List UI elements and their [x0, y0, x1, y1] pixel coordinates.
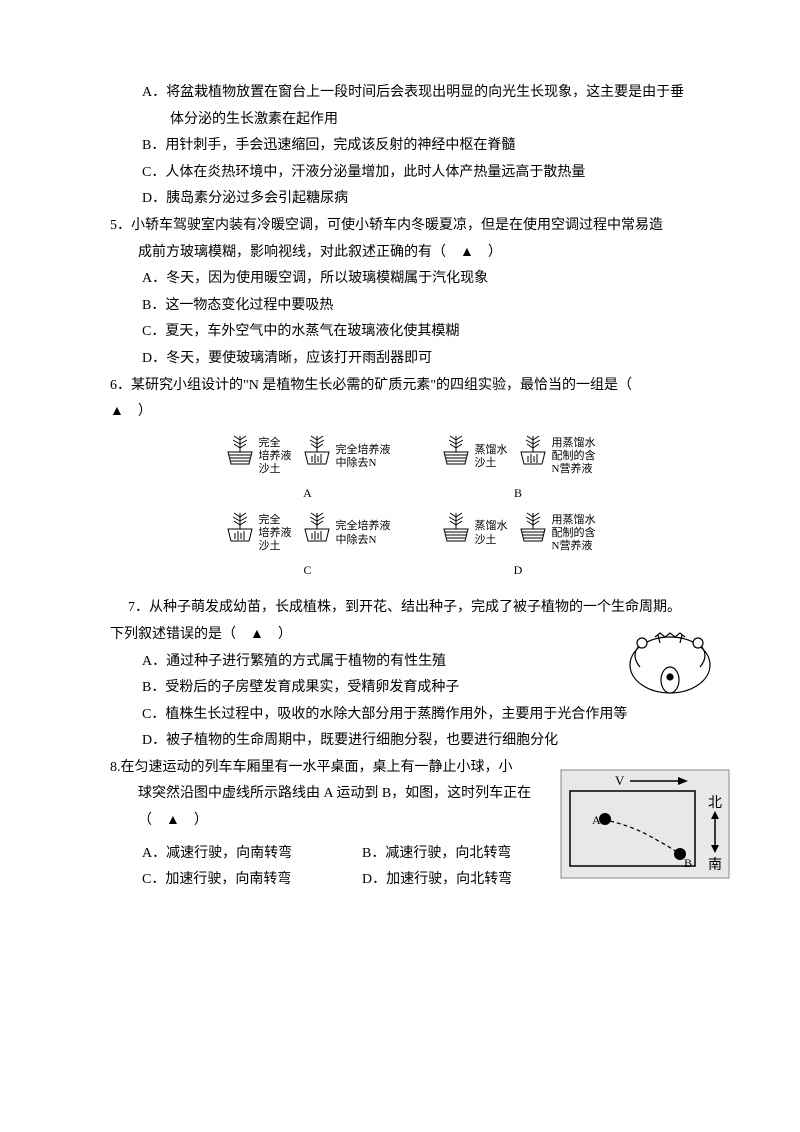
q7-option-c: C．植株生长过程中，吸收的水除大部分用于蒸腾作用外，主要用于光合作用等	[110, 702, 710, 729]
q5-stem: 5．小轿车驾驶室内装有冷暖空调，可使小轿车内冬暖夏凉，但是在使用空调过程中常易造	[110, 213, 710, 240]
q6-diagram-a: 完全 培养液 沙土	[225, 434, 391, 505]
q5-stem-line1: 5．小轿车驾驶室内装有冷暖空调，可使小轿车内冬暖夏凉，但是在使用空调过程中常易造	[110, 218, 663, 233]
q6-diagram-row-bottom: 完全 培养液 沙土	[225, 511, 596, 582]
q6-a-left3: 沙土	[259, 463, 292, 476]
plant-pot-icon	[225, 511, 255, 557]
q6-stem-line1: 6．某研究小组设计的"N 是植物生长必需的矿质元素"的四组实验，最恰当的一组是（	[110, 378, 632, 393]
q6-blank: ▲	[110, 404, 124, 419]
q6-diagram: 完全 培养液 沙土	[110, 434, 710, 582]
q6-c-label: C	[303, 559, 311, 582]
q6-c-left2: 培养液	[259, 527, 292, 540]
q8-stem-line3: （	[138, 813, 166, 828]
q6-diagram-b: 蒸馏水 沙土 用蒸馏水	[441, 434, 596, 505]
q8-stem-line4: ）	[180, 813, 208, 828]
q6-a-label: A	[303, 482, 312, 505]
q7-option-d: D．被子植物的生命周期中，既要进行细胞分裂，也要进行细胞分化	[110, 728, 710, 755]
plant-pot-icon	[441, 511, 471, 557]
q8-option-a: A．减速行驶，向南转弯	[142, 841, 362, 868]
q6-a-right1: 完全培养液	[336, 444, 391, 457]
plant-pot-icon	[302, 434, 332, 480]
q4-option-a-cont: 体分泌的生长激素在起作用	[110, 107, 710, 134]
q6-b-left1: 蒸馏水	[475, 444, 508, 457]
lifecycle-diagram-icon	[620, 625, 720, 705]
q5-stem-line2: 成前方玻璃模糊，影响视线，对此叙述正确的有（	[138, 245, 460, 260]
q5-option-d: D．冬天，要使玻璃清晰，应该打开雨刮器即可	[110, 346, 710, 373]
q8-option-c: C．加速行驶，向南转弯	[142, 867, 362, 894]
q4-option-b: B．用针刺手，手会迅速缩回，完成该反射的神经中枢在脊髓	[110, 133, 710, 160]
q6-a-right2: 中除去N	[336, 457, 391, 470]
q4-option-c: C．人体在炎热环境中，汗液分泌量增加，此时人体产热量远高于散热量	[110, 160, 710, 187]
plant-pot-icon	[302, 511, 332, 557]
fig-b-label: B	[684, 856, 692, 870]
q6-a-left2: 培养液	[259, 450, 292, 463]
q8-train-figure: V A B 北 南	[560, 769, 730, 879]
q7-stem-line3: ）	[264, 627, 292, 642]
q6-diagram-d: 蒸馏水 沙土 用蒸馏水	[441, 511, 596, 582]
q4-option-a: A．将盆栽植物放置在窗台上一段时间后会表现出明显的向光生长现象，这主要是由于垂	[110, 80, 710, 107]
fig-a-label: A	[592, 813, 601, 827]
q6-d-left1: 蒸馏水	[475, 520, 508, 533]
q6-c-right2: 中除去N	[336, 534, 391, 547]
q4-option-d: D．胰岛素分泌过多会引起糖尿病	[110, 186, 710, 213]
q6-d-left2: 沙土	[475, 534, 508, 547]
q5-option-c: C．夏天，车外空气中的水蒸气在玻璃液化使其模糊	[110, 319, 710, 346]
q6-d-right2: 配制的含	[552, 527, 596, 540]
q8-block: 8.在匀速运动的列车车厢里有一水平桌面，桌上有一静止小球，小 球突然沿图中虚线所…	[110, 755, 710, 894]
q6-c-left1: 完全	[259, 514, 292, 527]
q6-b-label: B	[514, 482, 522, 505]
q6-stem-line2: ）	[124, 404, 152, 419]
q6-diagram-row-top: 完全 培养液 沙土	[225, 434, 596, 505]
q5-option-a: A．冬天，因为使用暖空调，所以玻璃模糊属于汽化现象	[110, 266, 710, 293]
q6-d-right3: N营养液	[552, 540, 596, 553]
plant-pot-icon	[441, 434, 471, 480]
q8-blank: ▲	[166, 813, 180, 828]
q5-stem-line2-wrap: 成前方玻璃模糊，影响视线，对此叙述正确的有（ ▲ ）	[110, 240, 710, 267]
q7-stem-line2: 下列叙述错误的是（	[110, 627, 250, 642]
q5-stem-line3: ）	[474, 245, 502, 260]
fig-south-label: 南	[708, 857, 722, 873]
fig-v-label: V	[615, 773, 625, 788]
q7-block: 7．从种子萌发成幼苗，长成植株，到开花、结出种子，完成了被子植物的一个生命周期。…	[110, 595, 710, 755]
q6-b-right1: 用蒸馏水	[552, 437, 596, 450]
exam-page: A．将盆栽植物放置在窗台上一段时间后会表现出明显的向光生长现象，这主要是由于垂 …	[0, 0, 800, 1132]
q8-option-b: B．减速行驶，向北转弯	[362, 841, 511, 868]
q6-d-label: D	[514, 559, 523, 582]
plant-pot-icon	[225, 434, 255, 480]
plant-pot-icon	[518, 434, 548, 480]
q6-stem-line2-wrap: ▲ ）	[110, 399, 710, 426]
q5-blank: ▲	[460, 245, 474, 260]
q6-diagram-c: 完全 培养液 沙土	[225, 511, 391, 582]
fig-north-label: 北	[708, 795, 722, 811]
q6-c-right1: 完全培养液	[336, 520, 391, 533]
q6-b-right3: N营养液	[552, 463, 596, 476]
q8-option-d: D．加速行驶，向北转弯	[362, 867, 512, 894]
q6-stem: 6．某研究小组设计的"N 是植物生长必需的矿质元素"的四组实验，最恰当的一组是（	[110, 373, 710, 400]
q6-c-left3: 沙土	[259, 540, 292, 553]
plant-pot-icon	[518, 511, 548, 557]
q6-b-left2: 沙土	[475, 457, 508, 470]
q5-option-b: B．这一物态变化过程中要吸热	[110, 293, 710, 320]
q6-b-right2: 配制的含	[552, 450, 596, 463]
q6-a-left1: 完全	[259, 437, 292, 450]
q6-d-right1: 用蒸馏水	[552, 514, 596, 527]
q7-blank: ▲	[250, 627, 264, 642]
q7-stem-line1: 7．从种子萌发成幼苗，长成植株，到开花、结出种子，完成了被子植物的一个生命周期。	[110, 595, 710, 622]
